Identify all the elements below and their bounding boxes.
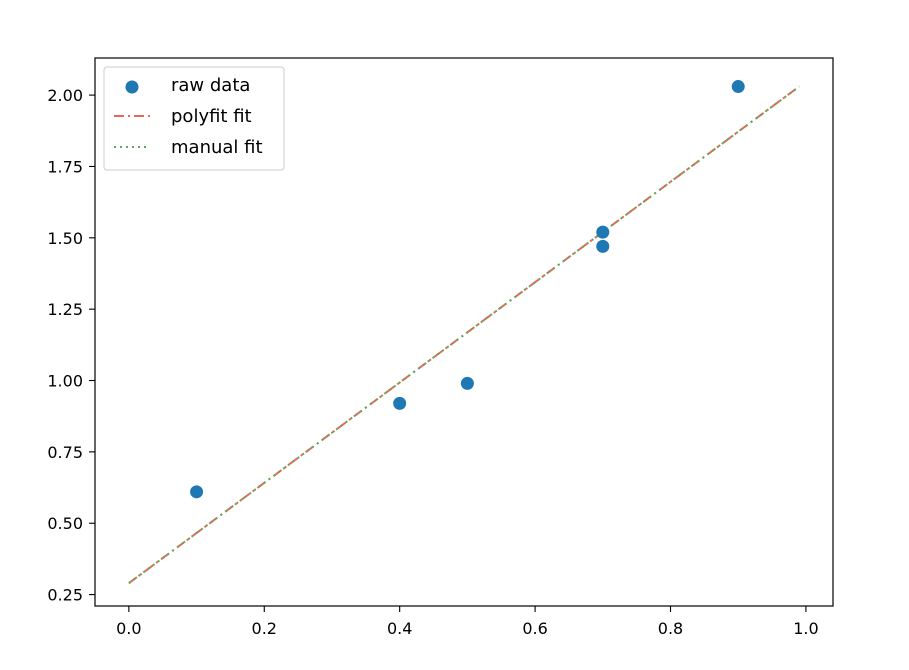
y-tick-label: 1.50 [47, 229, 83, 248]
data-point [596, 225, 610, 239]
x-tick-label: 0.6 [522, 619, 547, 638]
y-tick-label: 1.75 [47, 157, 83, 176]
x-tick-label: 0.4 [387, 619, 412, 638]
legend-label: raw data [171, 75, 250, 96]
y-tick-label: 0.25 [47, 586, 83, 605]
axes-frame [94, 57, 834, 607]
data-point [596, 239, 610, 253]
legend-box [103, 66, 285, 171]
series-line-1 [128, 85, 800, 584]
legend-marker-swatch [125, 80, 139, 94]
x-axis: 0.0 0.2 0.4 0.6 0.8 1.0 [116, 606, 819, 638]
fit-lines [128, 85, 800, 584]
x-tick-label: 0.0 [116, 619, 141, 638]
y-tick-label: 1.00 [47, 372, 83, 391]
y-tick-label: 0.50 [47, 514, 83, 533]
y-tick-label: 0.75 [47, 443, 83, 462]
x-tick-label: 0.8 [658, 619, 683, 638]
legend: raw data polyfit fit manual fit [103, 66, 285, 171]
x-tick-label: 1.0 [793, 619, 818, 638]
y-tick-label: 1.25 [47, 300, 83, 319]
data-point [731, 80, 745, 94]
legend-label: manual fit [171, 137, 263, 158]
legend-label: polyfit fit [171, 106, 252, 127]
y-tick-label: 2.00 [47, 86, 83, 105]
data-point [460, 376, 474, 390]
x-tick-label: 0.2 [252, 619, 277, 638]
data-point [190, 485, 204, 499]
scatter-points [190, 80, 745, 499]
y-axis: 0.25 0.50 0.75 1.00 1.25 1.50 1.75 2.00 [47, 86, 95, 605]
series-line-2 [128, 85, 800, 584]
data-point [393, 396, 407, 410]
